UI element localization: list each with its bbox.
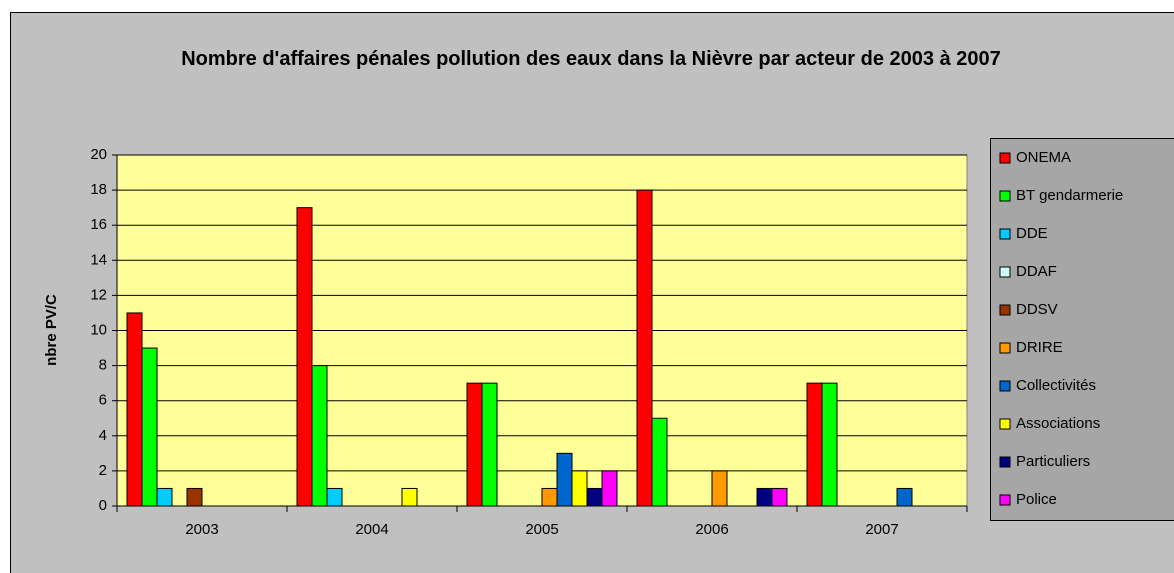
legend-swatch [999,494,1011,506]
legend-swatch [999,228,1011,240]
legend-label: BT gendarmerie [1016,187,1123,204]
bar [141,347,158,507]
y-tick-label: 4 [99,427,107,444]
bar [126,312,143,507]
x-tick-label: 2006 [695,521,728,538]
x-tick-label: 2004 [355,521,388,538]
bar [296,207,313,507]
y-axis-label: nbre PV/C [43,294,60,366]
y-tick-label: 20 [90,146,107,163]
y-tick-label: 0 [99,497,107,514]
legend-label: ONEMA [1016,149,1071,166]
legend-label: Associations [1016,415,1100,432]
bar [651,417,668,507]
legend-label: Collectivités [1016,377,1096,394]
legend-label: DDSV [1016,301,1058,318]
bar [896,487,913,507]
legend-swatch [999,190,1011,202]
bar [821,382,838,507]
legend-swatch [999,456,1011,468]
bar [571,470,588,507]
bar [326,487,343,507]
legend-box [990,138,1174,521]
bar [556,452,573,507]
bar [756,487,773,507]
bar [771,487,788,507]
bar [401,487,418,507]
legend-label: Particuliers [1016,453,1090,470]
bar [156,487,173,507]
x-tick-label: 2003 [185,521,218,538]
y-tick-label: 6 [99,392,107,409]
y-tick-label: 14 [90,251,107,268]
bar [541,487,558,507]
legend-swatch [999,380,1011,392]
chart-title: Nombre d'affaires pénales pollution des … [181,48,1001,70]
bar [481,382,498,507]
y-tick-label: 18 [90,181,107,198]
y-tick-label: 2 [99,462,107,479]
bar [586,487,603,507]
legend-label: DDE [1016,225,1048,242]
bar [711,470,728,507]
legend-label: DRIRE [1016,339,1063,356]
y-tick-label: 16 [90,216,107,233]
legend-label: DDAF [1016,263,1057,280]
legend-swatch [999,266,1011,278]
bar [311,365,328,507]
legend-swatch [999,304,1011,316]
legend-label: Police [1016,491,1057,508]
bar [186,487,203,507]
bar [466,382,483,507]
x-tick-label: 2005 [525,521,558,538]
bar [806,382,823,507]
bar [636,189,653,507]
y-tick-label: 10 [90,321,107,338]
legend-swatch [999,342,1011,354]
legend-swatch [999,152,1011,164]
y-tick-label: 12 [90,286,107,303]
legend-swatch [999,418,1011,430]
x-tick-label: 2007 [865,521,898,538]
y-tick-label: 8 [99,357,107,374]
bar [601,470,618,507]
